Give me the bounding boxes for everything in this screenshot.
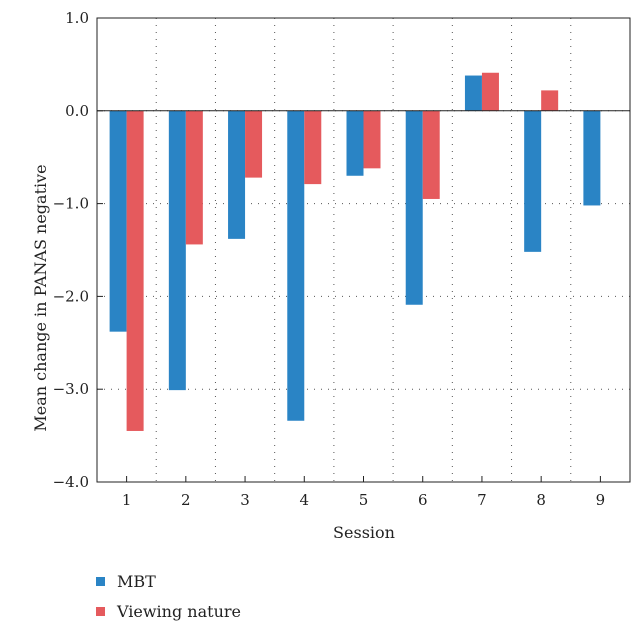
x-tick-label: 7 <box>477 491 487 509</box>
y-tick-label: 0.0 <box>65 102 89 120</box>
grid-lines <box>97 18 630 482</box>
bar-viewing-nature-session-7 <box>481 72 499 111</box>
bar-mbt-session-9 <box>583 110 601 206</box>
bar-viewing-nature-session-8 <box>541 90 559 111</box>
x-tick-label: 3 <box>240 491 250 509</box>
bar-viewing-nature-session-6 <box>422 110 440 199</box>
x-tick-label: 2 <box>181 491 191 509</box>
y-tick-label: −3.0 <box>53 380 89 398</box>
legend-swatch-viewing-nature <box>96 606 105 616</box>
x-tick-label: 1 <box>122 491 132 509</box>
legend-item-mbt: MBT <box>96 566 241 596</box>
legend-label-mbt: MBT <box>117 571 156 591</box>
y-tick-label: −1.0 <box>53 195 89 213</box>
x-tick-label: 8 <box>536 491 546 509</box>
legend: MBT Viewing nature <box>96 566 241 626</box>
y-tick-label: 1.0 <box>65 9 89 27</box>
plot-frame <box>96 17 631 483</box>
legend-swatch-mbt <box>96 576 105 586</box>
x-tick-labels: 1 2 3 4 5 6 7 8 9 <box>122 491 605 509</box>
bar-mbt-session-5 <box>346 110 364 176</box>
bar-mbt-session-4 <box>287 110 305 421</box>
legend-item-viewing-nature: Viewing nature <box>96 596 241 626</box>
legend-label-viewing-nature: Viewing nature <box>117 601 241 621</box>
bars <box>109 72 601 431</box>
bar-mbt-session-2 <box>168 110 186 391</box>
x-tick-label: 9 <box>596 491 606 509</box>
y-tick-label: −2.0 <box>53 287 89 305</box>
bar-viewing-nature-session-1 <box>126 110 144 431</box>
bar-mbt-session-6 <box>405 110 423 305</box>
x-tick-label: 6 <box>418 491 428 509</box>
bar-mbt-session-3 <box>228 110 246 239</box>
axes <box>96 17 631 483</box>
bar-viewing-nature-session-2 <box>185 110 203 245</box>
y-tick-label: −4.0 <box>53 473 89 491</box>
bar-mbt-session-8 <box>524 110 542 252</box>
bar-mbt-session-7 <box>464 75 482 111</box>
x-tick-label: 5 <box>359 491 369 509</box>
y-tick-labels: 1.0 0.0 −1.0 −2.0 −3.0 −4.0 <box>53 9 89 491</box>
y-axis-label: Mean change in PANAS negative <box>31 164 50 431</box>
bar-viewing-nature-session-4 <box>304 110 322 185</box>
x-axis-label: Session <box>333 523 395 542</box>
x-tick-label: 4 <box>300 491 310 509</box>
bar-viewing-nature-session-3 <box>245 110 263 178</box>
bar-mbt-session-1 <box>109 110 127 332</box>
bar-viewing-nature-session-5 <box>363 110 381 169</box>
